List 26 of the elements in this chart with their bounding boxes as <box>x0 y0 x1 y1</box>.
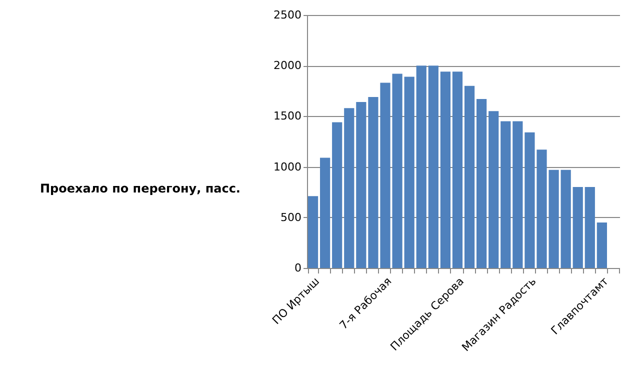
y-tick-label: 0 <box>294 262 302 274</box>
y-tick-label: 2500 <box>274 8 302 22</box>
bar <box>452 72 463 268</box>
bar <box>596 222 607 268</box>
bar <box>512 121 523 268</box>
y-tick-label: 2000 <box>274 59 302 72</box>
bar <box>464 86 475 268</box>
y-tick-label: 1500 <box>274 110 302 123</box>
bar <box>500 121 511 268</box>
bar <box>440 72 450 268</box>
bar <box>344 108 354 268</box>
y-tick-label: 1000 <box>274 160 302 174</box>
bar <box>476 98 487 268</box>
bar <box>584 187 595 268</box>
bar <box>332 122 342 268</box>
bar <box>308 196 318 268</box>
bar <box>320 158 330 268</box>
y-tick-label: 500 <box>280 210 302 224</box>
bar <box>356 102 366 268</box>
bar <box>416 66 426 268</box>
bar <box>428 66 438 268</box>
bar <box>488 111 499 268</box>
y-axis-title: Проехало по перегону, пасс. <box>40 182 240 196</box>
bar <box>404 76 414 268</box>
bar <box>560 170 571 268</box>
bar <box>572 187 583 268</box>
